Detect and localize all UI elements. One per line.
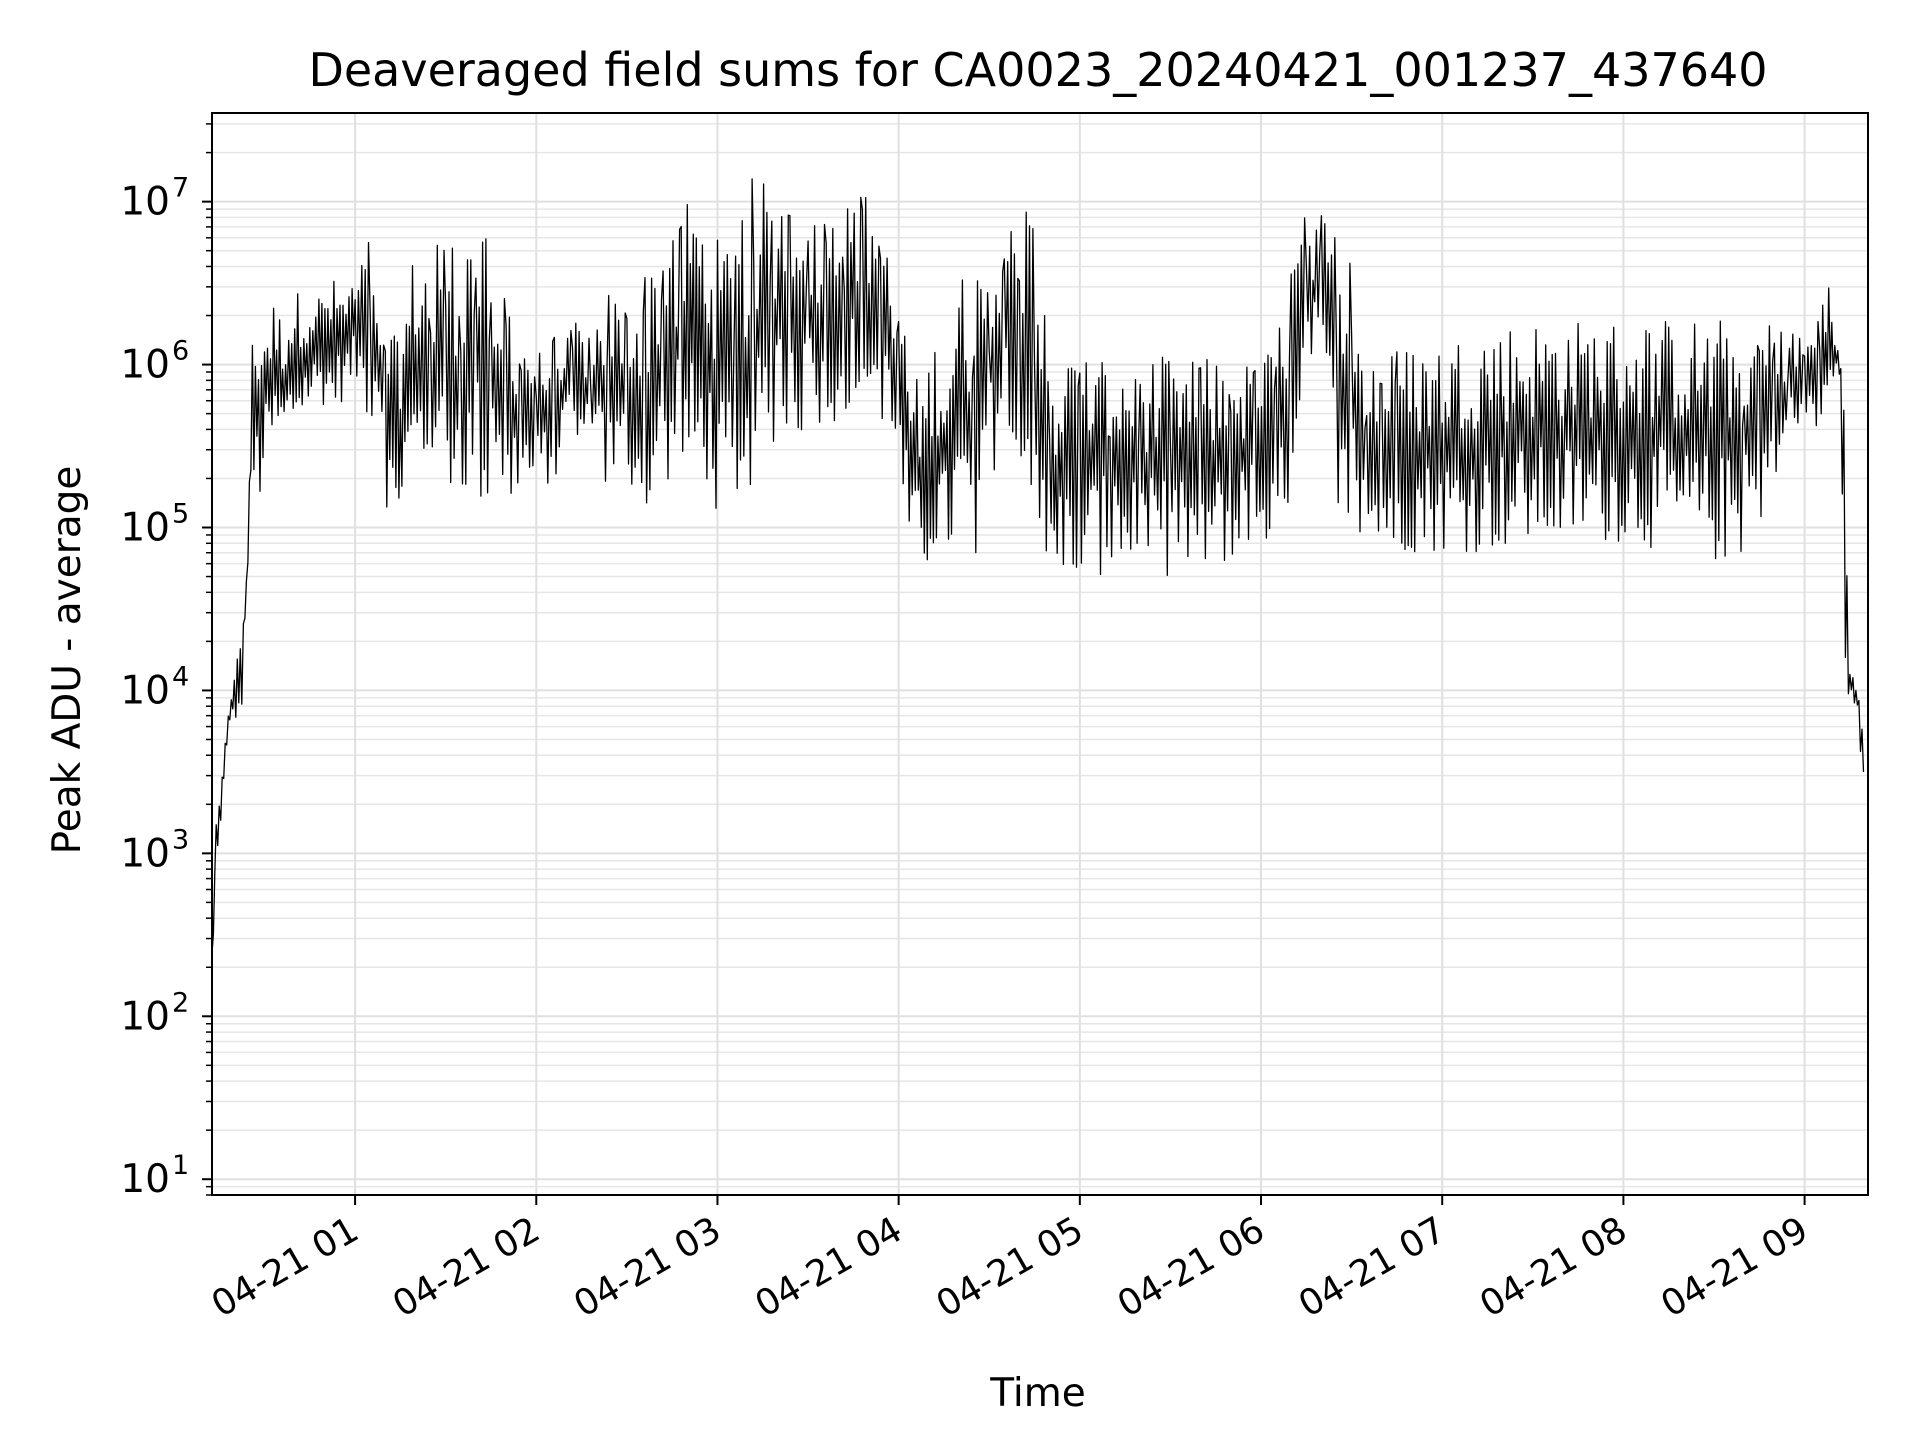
y-tick-exponent: 1	[172, 1150, 189, 1181]
y-tick-exponent: 4	[172, 661, 189, 692]
y-axis-label: Peak ADU - average	[45, 466, 90, 855]
x-axis-label: Time	[989, 1371, 1085, 1416]
series-layer	[211, 178, 1865, 954]
y-tick-exponent: 7	[172, 173, 189, 204]
y-tick-exponent: 6	[172, 336, 189, 367]
y-tick-label: 10	[120, 505, 170, 550]
y-tick-label: 10	[120, 831, 170, 876]
y-tick-exponent: 2	[172, 987, 189, 1018]
y-tick-exponent: 3	[172, 824, 189, 855]
y-tick-label: 10	[120, 1157, 170, 1202]
chart-title: Deaveraged field sums for CA0023_2024042…	[308, 43, 1767, 97]
plot-frame	[211, 112, 1869, 1196]
y-tick-exponent: 5	[172, 498, 189, 529]
y-tick-label: 10	[120, 994, 170, 1039]
grid-lines	[212, 113, 1868, 1196]
y-tick-label: 10	[120, 180, 170, 225]
y-tick-label: 10	[120, 343, 170, 388]
series-line	[211, 178, 1865, 954]
y-tick-label: 10	[120, 668, 170, 713]
